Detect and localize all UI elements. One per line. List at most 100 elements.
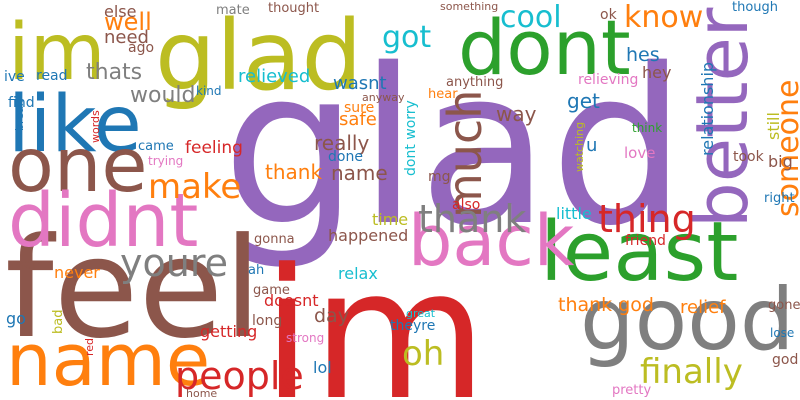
word-lol: lol bbox=[313, 358, 332, 377]
word-feel: feel bbox=[5, 208, 262, 369]
word-ah: ah bbox=[248, 263, 265, 278]
word-thank-gray: thank bbox=[418, 197, 527, 241]
word-bad: bad bbox=[51, 309, 66, 334]
word-glad-olive: glad bbox=[155, 0, 363, 112]
word-relief: relief bbox=[680, 297, 726, 318]
word-thats: thats bbox=[86, 60, 143, 85]
word-would: would bbox=[130, 83, 196, 108]
word-break: break bbox=[13, 99, 26, 131]
word-make: make bbox=[148, 167, 242, 207]
word-safe: safe bbox=[339, 109, 377, 130]
word-love: love bbox=[624, 144, 656, 162]
word-thank-god: thank god bbox=[558, 294, 654, 316]
word-better: better bbox=[680, 7, 764, 228]
word-never: never bbox=[54, 263, 100, 282]
word-ive: ive bbox=[4, 69, 25, 85]
word-sure: sure bbox=[344, 100, 375, 116]
word-also: also bbox=[452, 197, 481, 213]
word-im-large: im bbox=[262, 231, 488, 400]
word-u: u bbox=[586, 135, 598, 156]
word-dont: dont bbox=[458, 3, 631, 92]
word-long: long bbox=[252, 313, 283, 329]
word-think: think bbox=[632, 121, 663, 135]
word-need: need bbox=[104, 27, 149, 48]
word-one: one bbox=[8, 121, 148, 209]
word-something: something bbox=[440, 0, 499, 13]
word-getting: getting bbox=[200, 322, 258, 341]
word-relationship: relationship bbox=[698, 61, 717, 156]
word-theyre: theyre bbox=[390, 318, 436, 334]
word-way: way bbox=[496, 102, 537, 126]
word-still: still bbox=[764, 112, 783, 140]
word-came: came bbox=[138, 139, 174, 154]
word-name-brown: name bbox=[331, 161, 388, 185]
word-back: back bbox=[408, 200, 575, 282]
word-good: good bbox=[580, 270, 795, 370]
word-strong: strong bbox=[286, 331, 325, 345]
word-done: done bbox=[328, 149, 363, 165]
word-big: big bbox=[768, 152, 793, 171]
word-else: else bbox=[104, 2, 137, 21]
word-youre: youre bbox=[120, 241, 228, 285]
word-thought: thought bbox=[268, 1, 320, 16]
word-wasnt: wasnt bbox=[333, 73, 387, 94]
word-anyway: anyway bbox=[362, 91, 405, 104]
word-go: go bbox=[6, 309, 26, 328]
word-get: get bbox=[567, 89, 600, 113]
word-home: home bbox=[186, 387, 218, 400]
word-relieving: relieving bbox=[578, 72, 639, 88]
word-gonna: gonna bbox=[254, 232, 295, 247]
word-man: man bbox=[10, 257, 42, 273]
word-god: god bbox=[772, 352, 799, 368]
word-thank-orange: thank bbox=[265, 160, 323, 184]
word-took: took bbox=[733, 149, 764, 165]
word-watching: watching bbox=[573, 121, 586, 172]
word-right: right bbox=[764, 191, 795, 206]
word-anything: anything bbox=[446, 75, 504, 90]
word-relax: relax bbox=[338, 264, 378, 283]
word-feeling: feeling bbox=[185, 138, 243, 158]
word-great: great bbox=[406, 307, 436, 320]
word-mg: mg bbox=[428, 169, 451, 185]
word-cool: cool bbox=[500, 0, 562, 35]
word-ago: ago bbox=[128, 40, 155, 56]
word-game: game bbox=[253, 283, 290, 298]
word-little: little bbox=[556, 204, 592, 223]
word-like: like bbox=[8, 80, 142, 170]
word-didnt: didnt bbox=[8, 178, 199, 264]
word-well: well bbox=[104, 8, 152, 36]
word-hes: hes bbox=[626, 44, 660, 66]
word-read: read bbox=[36, 68, 68, 84]
word-people: people bbox=[175, 354, 304, 398]
word-dont-worry: dont worry bbox=[403, 100, 419, 176]
word-least: least bbox=[540, 205, 739, 300]
word-doesnt: doesnt bbox=[264, 291, 319, 310]
word-kind: kind bbox=[196, 84, 222, 98]
word-day: day bbox=[314, 305, 349, 327]
word-red: red bbox=[83, 337, 96, 356]
word-oh: oh bbox=[402, 334, 445, 374]
word-words: words bbox=[89, 110, 102, 143]
word-though: though bbox=[732, 0, 779, 15]
word-glad-large: glad bbox=[222, 22, 687, 273]
word-time: time bbox=[372, 210, 409, 229]
word-lose: lose bbox=[770, 326, 795, 340]
word-thing: thing bbox=[598, 197, 696, 241]
word-gone: gone bbox=[768, 298, 800, 313]
word-know: know bbox=[624, 0, 704, 35]
word-find: find bbox=[8, 95, 35, 111]
word-pretty: pretty bbox=[612, 383, 652, 398]
word-got: got bbox=[382, 20, 432, 55]
word-ok: ok bbox=[600, 7, 617, 23]
word-hear: hear bbox=[428, 87, 458, 102]
word-really: really bbox=[314, 131, 370, 155]
word-relieved: relieved bbox=[238, 66, 311, 87]
word-finally: finally bbox=[640, 352, 743, 392]
word-friend: friend bbox=[625, 233, 666, 249]
word-trying: trying bbox=[148, 154, 184, 168]
word-name-orange: name bbox=[6, 318, 211, 400]
word-mate: mate bbox=[216, 3, 250, 18]
word-im-olive: im bbox=[8, 8, 106, 98]
word-happened: happened bbox=[328, 226, 409, 245]
